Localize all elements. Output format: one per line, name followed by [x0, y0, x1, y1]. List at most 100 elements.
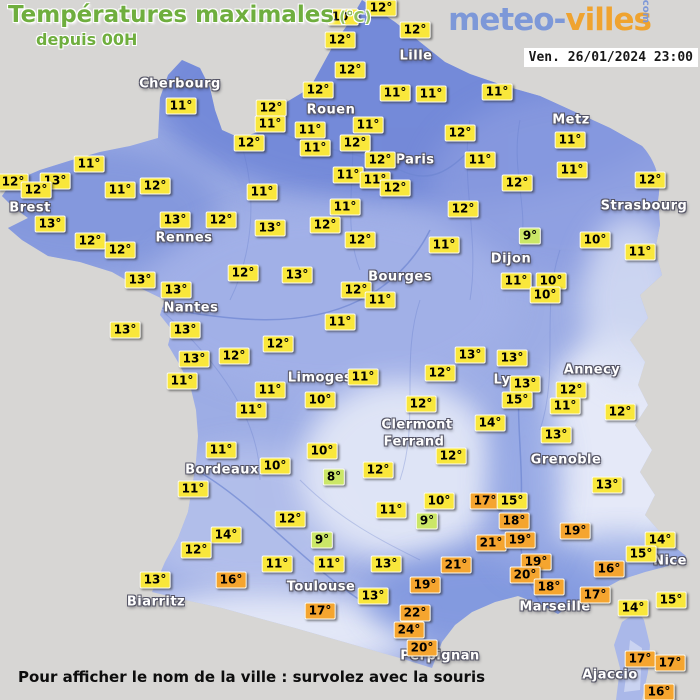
- temp-label[interactable]: 12°: [501, 174, 533, 192]
- temp-label[interactable]: 11°: [104, 181, 136, 199]
- temp-label[interactable]: 12°: [344, 231, 376, 249]
- temp-label[interactable]: 11°: [73, 155, 105, 173]
- temp-label[interactable]: 14°: [617, 599, 649, 617]
- temp-label[interactable]: 11°: [624, 243, 656, 261]
- temp-label[interactable]: 21°: [475, 534, 507, 552]
- temp-label[interactable]: 11°: [313, 555, 345, 573]
- temp-label[interactable]: 12°: [339, 134, 371, 152]
- temp-label[interactable]: 19°: [559, 522, 591, 540]
- temp-label[interactable]: 10°: [579, 231, 611, 249]
- temp-label[interactable]: 10°: [423, 492, 455, 510]
- temp-label[interactable]: 12°: [334, 61, 366, 79]
- temp-label[interactable]: 12°: [435, 447, 467, 465]
- temp-label[interactable]: 11°: [254, 115, 286, 133]
- temp-label[interactable]: 15°: [496, 492, 528, 510]
- temp-label[interactable]: 14°: [474, 414, 506, 432]
- temp-label[interactable]: 16°: [215, 571, 247, 589]
- temp-label[interactable]: 11°: [177, 480, 209, 498]
- temp-label[interactable]: 11°: [464, 151, 496, 169]
- temp-label[interactable]: 20°: [509, 566, 541, 584]
- meteo-villes-logo[interactable]: meteo-villes.com: [448, 0, 678, 38]
- temp-label[interactable]: 11°: [235, 401, 267, 419]
- temp-label[interactable]: 12°: [405, 395, 437, 413]
- temp-label[interactable]: 13°: [124, 271, 156, 289]
- temp-label[interactable]: 12°: [180, 541, 212, 559]
- temp-label[interactable]: 11°: [324, 313, 356, 331]
- temp-label[interactable]: 17°: [304, 602, 336, 620]
- temp-label[interactable]: 12°: [218, 347, 250, 365]
- temp-label[interactable]: 13°: [540, 426, 572, 444]
- temp-label[interactable]: 20°: [406, 639, 438, 657]
- temp-label[interactable]: 12°: [274, 510, 306, 528]
- temp-label[interactable]: 11°: [261, 555, 293, 573]
- temp-label[interactable]: 19°: [504, 531, 536, 549]
- temp-label[interactable]: 13°: [139, 571, 171, 589]
- temp-label[interactable]: 14°: [210, 526, 242, 544]
- temp-label[interactable]: 12°: [340, 281, 372, 299]
- temp-label[interactable]: 11°: [549, 397, 581, 415]
- temp-label[interactable]: 11°: [332, 166, 364, 184]
- temp-label[interactable]: 16°: [593, 560, 625, 578]
- temp-label[interactable]: 12°: [227, 264, 259, 282]
- temp-label[interactable]: 11°: [379, 84, 411, 102]
- temp-label[interactable]: 17°: [654, 654, 686, 672]
- temp-label[interactable]: 13°: [178, 350, 210, 368]
- temp-label[interactable]: 12°: [399, 21, 431, 39]
- temp-label[interactable]: 13°: [509, 375, 541, 393]
- temp-label[interactable]: 12°: [447, 200, 479, 218]
- temp-label[interactable]: 13°: [160, 281, 192, 299]
- temp-label[interactable]: 8°: [322, 468, 346, 486]
- temp-label[interactable]: 11°: [246, 183, 278, 201]
- temp-label[interactable]: 11°: [554, 131, 586, 149]
- temp-label[interactable]: 11°: [166, 372, 198, 390]
- temp-label[interactable]: 12°: [379, 179, 411, 197]
- temp-label[interactable]: 13°: [169, 321, 201, 339]
- temp-label[interactable]: 10°: [529, 286, 561, 304]
- temp-label[interactable]: 21°: [440, 556, 472, 574]
- temp-label[interactable]: 11°: [254, 381, 286, 399]
- temp-label[interactable]: 10°: [304, 391, 336, 409]
- temp-label[interactable]: 12°: [139, 177, 171, 195]
- temp-label[interactable]: 16°: [643, 683, 675, 700]
- temp-label[interactable]: 11°: [165, 97, 197, 115]
- temp-label[interactable]: 12°: [205, 211, 237, 229]
- temp-label[interactable]: 9°: [310, 531, 334, 549]
- temp-label[interactable]: 12°: [262, 335, 294, 353]
- temp-label[interactable]: 22°: [399, 604, 431, 622]
- temp-label[interactable]: 13°: [281, 266, 313, 284]
- temp-label[interactable]: 12°: [362, 461, 394, 479]
- temp-label[interactable]: 11°: [415, 85, 447, 103]
- temp-label[interactable]: 14°: [644, 531, 676, 549]
- temp-label[interactable]: 12°: [604, 403, 636, 421]
- temp-label[interactable]: 12°: [233, 134, 265, 152]
- temp-label[interactable]: 15°: [655, 591, 687, 609]
- temp-label[interactable]: 15°: [501, 391, 533, 409]
- temp-label[interactable]: 11°: [481, 83, 513, 101]
- temp-label[interactable]: 17°: [624, 650, 656, 668]
- temp-label[interactable]: 13°: [454, 346, 486, 364]
- temp-label[interactable]: 17°: [469, 492, 501, 510]
- temp-label[interactable]: 13°: [109, 321, 141, 339]
- temp-label[interactable]: 12°: [555, 381, 587, 399]
- temp-label[interactable]: 12°: [324, 31, 356, 49]
- temp-label[interactable]: 13°: [357, 587, 389, 605]
- temp-label[interactable]: 13°: [496, 349, 528, 367]
- temp-label[interactable]: 12°: [444, 124, 476, 142]
- temp-label[interactable]: 11°: [428, 236, 460, 254]
- temp-label[interactable]: 12°: [424, 364, 456, 382]
- temp-label[interactable]: 24°: [393, 621, 425, 639]
- temp-label[interactable]: 11°: [375, 501, 407, 519]
- temp-label[interactable]: 13°: [34, 215, 66, 233]
- temp-label[interactable]: 12°: [104, 241, 136, 259]
- temp-label[interactable]: 10°: [259, 457, 291, 475]
- temp-label[interactable]: 11°: [500, 272, 532, 290]
- temp-label[interactable]: 18°: [498, 512, 530, 530]
- temp-label[interactable]: 12°: [302, 81, 334, 99]
- temp-label[interactable]: 15°: [625, 545, 657, 563]
- temp-label[interactable]: 18°: [533, 578, 565, 596]
- temp-label[interactable]: 19°: [409, 576, 441, 594]
- temp-label[interactable]: 10°: [327, 8, 359, 26]
- temp-label[interactable]: 13°: [370, 555, 402, 573]
- temp-label[interactable]: 12°: [364, 151, 396, 169]
- temp-label[interactable]: 11°: [347, 368, 379, 386]
